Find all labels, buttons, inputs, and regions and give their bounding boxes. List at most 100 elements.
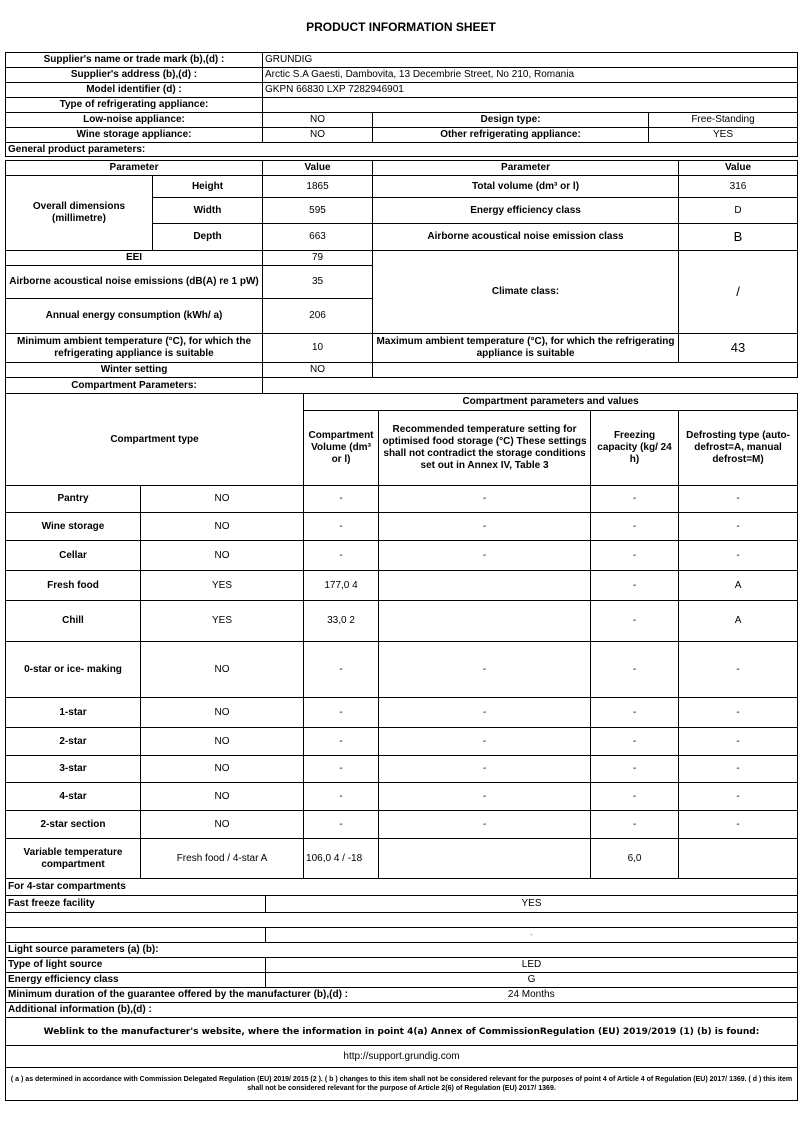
- general-params-table: Parameter Value Parameter Value Overall dim…: [4, 160, 799, 394]
- compartment-name: Wine storage: [5, 512, 141, 541]
- param-header-2: Parameter: [372, 160, 680, 176]
- model-identifier: GKPN 66830 LXP 7282946901: [261, 82, 799, 98]
- compartment-defrost: -: [678, 782, 799, 811]
- compartment-volume: -: [303, 641, 380, 698]
- max-temp-value: 43: [678, 333, 799, 363]
- compartment-present: NO: [139, 540, 305, 571]
- compartment-name: 0-star or ice- making: [5, 641, 141, 698]
- compartment-row: 2-star NO - - - -: [5, 727, 799, 756]
- wine-storage-label: Wine storage appliance:: [5, 127, 263, 143]
- freezing-header: Freezing capacity (kg/ 24 h): [590, 410, 680, 486]
- weblink-label: Weblink to the manufacturer's website, w…: [5, 1017, 798, 1046]
- compartment-name: Fresh food: [5, 570, 141, 601]
- compartment-temp: -: [378, 727, 592, 756]
- four-star-label: For 4-star compartments: [5, 878, 798, 896]
- compartment-present: NO: [139, 697, 305, 728]
- volume-header: Compartment Volume (dm³ or l): [303, 410, 380, 486]
- other-appliance-label: Other refrigerating appliance:: [372, 127, 649, 143]
- compartment-freezing: -: [590, 727, 680, 756]
- compartment-name: Cellar: [5, 540, 141, 571]
- compartment-row: Chill YES 33,0 2 -A: [5, 600, 799, 642]
- light-source-label: Light source parameters (a) (b):: [5, 942, 798, 958]
- low-noise-label: Low-noise appliance:: [5, 112, 263, 128]
- height-label: Height: [151, 175, 264, 198]
- light-ee-label: Energy efficiency class: [5, 972, 266, 988]
- compartment-volume: -: [303, 540, 380, 571]
- supplier-name-label: Supplier's name or trade mark (b),(d) :: [5, 52, 263, 68]
- compartment-temp: -: [378, 512, 592, 541]
- compartment-freezing: -: [590, 755, 680, 783]
- model-label: Model identifier (d) :: [5, 82, 263, 98]
- compartment-name: 3-star: [5, 755, 141, 783]
- value-header: Value: [262, 160, 374, 176]
- ee-class-label: Energy efficiency class: [372, 197, 680, 224]
- compartment-row: Variable temperature compartment Fresh fo…: [5, 838, 799, 879]
- noise-emissions-label: Airborne acoustical noise emissions (dB(…: [4, 265, 264, 299]
- fast-freeze-value: YES: [265, 895, 798, 913]
- depth-value: 663: [262, 223, 374, 251]
- compartment-volume: -: [303, 782, 380, 811]
- blank-label: [5, 927, 266, 943]
- compartment-temp: [378, 600, 592, 642]
- compartment-temp: -: [378, 697, 592, 728]
- compartment-temp: -: [378, 810, 592, 839]
- compartment-volume: -: [303, 755, 380, 783]
- light-ee-value: G: [265, 972, 798, 988]
- climate-class-label: Climate class:: [372, 250, 680, 334]
- param-header: Parameter: [4, 160, 264, 176]
- compartment-type-header: Compartment type: [4, 393, 305, 486]
- supplier-address-label: Supplier's address (b),(d) :: [5, 67, 263, 83]
- compartment-defrost: -: [678, 512, 799, 541]
- max-temp-label: Maximum ambient temperature (°C), for wh…: [372, 333, 680, 363]
- temp-header: Recommended temperature setting for opti…: [378, 410, 592, 486]
- compartment-row: Cellar NO - - - -: [5, 540, 799, 571]
- defrost-header: Defrosting type (auto-defrost=A, manual …: [678, 410, 799, 486]
- compartment-name: Variable temperature compartment: [5, 838, 141, 879]
- compartment-temp: [378, 838, 592, 879]
- compartment-name: 4-star: [5, 782, 141, 811]
- compartment-name: 1-star: [5, 697, 141, 728]
- total-volume-label: Total volume (dm³ or l): [372, 175, 680, 198]
- ee-class-value: D: [678, 197, 799, 224]
- compartment-defrost: -: [678, 727, 799, 756]
- compartment-name: 2-star section: [5, 810, 141, 839]
- compartment-temp: -: [378, 540, 592, 571]
- blank-row: [5, 912, 798, 928]
- compartment-present: NO: [139, 641, 305, 698]
- other-appliance-value: YES: [647, 127, 799, 143]
- compartment-name: 2-star: [5, 727, 141, 756]
- compartment-temp: [378, 570, 592, 601]
- compartment-temp: -: [378, 755, 592, 783]
- light-type-value: LED: [265, 957, 798, 973]
- compartment-freezing: 6,0: [590, 838, 680, 879]
- supplier-address: Arctic S.A Gaesti, Dambovita, 13 Decembr…: [261, 67, 799, 83]
- supplier-name: GRUNDIG: [261, 52, 799, 68]
- compartment-volume: 106,0 4 / -18: [303, 838, 380, 879]
- general-params-label: General product parameters:: [4, 142, 799, 157]
- compartment-temp: -: [378, 485, 592, 513]
- compartment-defrost: -: [678, 755, 799, 783]
- compartment-row: Fresh food YES 177,0 4 -A: [5, 570, 799, 601]
- page-title: PRODUCT INFORMATION SHEET: [306, 20, 496, 34]
- noise-class-label: Airborne acoustical noise emission class: [372, 223, 680, 251]
- total-volume-value: 316: [678, 175, 799, 198]
- noise-class-value: B: [678, 223, 799, 251]
- website-link[interactable]: http://support.grundig.com: [5, 1045, 798, 1068]
- compartment-row: 3-star NO - - - -: [5, 755, 799, 783]
- winter-value: NO: [262, 362, 374, 378]
- compartment-defrost: -: [678, 540, 799, 571]
- winter-label: Winter setting: [4, 362, 264, 378]
- compartment-row: 4-star NO - - - -: [5, 782, 799, 811]
- compartment-volume: 33,0 2: [303, 600, 380, 642]
- winter-blank: [372, 362, 799, 378]
- compartment-row: 1-star NO - - - -: [5, 697, 799, 728]
- appliance-type-label: Type of refrigerating appliance:: [5, 97, 263, 113]
- compartment-present: YES: [139, 570, 305, 601]
- depth-label: Depth: [151, 223, 264, 251]
- compartment-present: NO: [139, 727, 305, 756]
- compartment-volume: -: [303, 697, 380, 728]
- compartment-freezing: -: [590, 782, 680, 811]
- compartment-defrost: [678, 838, 799, 879]
- compartment-freezing: -: [590, 697, 680, 728]
- compartment-name: Chill: [5, 600, 141, 642]
